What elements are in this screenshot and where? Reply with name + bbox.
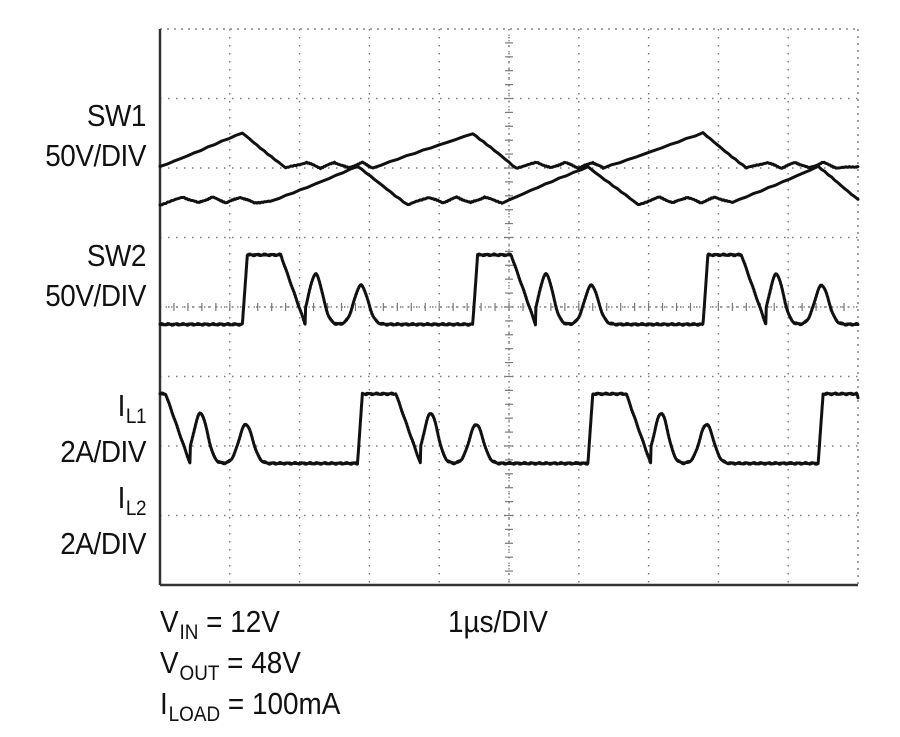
il1-label: IL1 2A/DIV <box>15 390 146 467</box>
il2-scale: 2A/DIV <box>60 526 146 561</box>
il1-name: I <box>117 388 126 423</box>
sw1-scale: 50V/DIV <box>45 138 146 173</box>
time-base: 1µs/DIV <box>448 604 548 639</box>
sw1-label: SW1 50V/DIV <box>15 100 146 171</box>
waveform-traces <box>158 131 860 466</box>
il2-label: IL2 2A/DIV <box>15 482 146 559</box>
il2-name-sub: L2 <box>125 497 147 520</box>
plot-grid <box>158 28 859 587</box>
sw2-name: SW2 <box>86 238 147 273</box>
trace-sw1 <box>158 391 860 466</box>
condition-vin: VIN = 12V <box>160 604 280 644</box>
condition-vout: VOUT = 48V <box>160 645 301 685</box>
sw1-name: SW1 <box>86 98 147 133</box>
condition-iload: ILOAD = 100mA <box>160 686 341 726</box>
sw2-scale: 50V/DIV <box>45 278 146 313</box>
sw2-label: SW2 50V/DIV <box>15 240 146 311</box>
trace-il2 <box>158 131 860 171</box>
il2-name: I <box>117 480 126 515</box>
trace-sw2 <box>158 252 860 327</box>
trace-il1 <box>158 164 860 207</box>
il1-name-sub: L1 <box>125 405 147 428</box>
il1-scale: 2A/DIV <box>60 434 146 469</box>
